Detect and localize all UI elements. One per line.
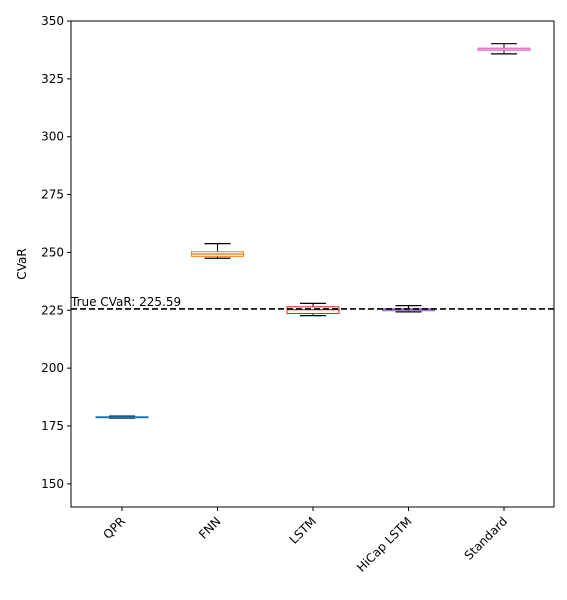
- y-tick-label: 150: [41, 477, 64, 491]
- y-tick-label: 275: [41, 188, 64, 202]
- x-axis-ticks: QPR FNN LSTM HiCap LSTM Standard: [101, 507, 511, 575]
- x-tick-label: FNN: [196, 514, 223, 541]
- x-tick-label: QPR: [101, 514, 129, 542]
- box-series: [95, 43, 531, 419]
- y-tick-label: 325: [41, 72, 64, 86]
- plot-area-frame: [70, 20, 555, 508]
- y-tick-label: 350: [41, 14, 64, 28]
- box-standard: [477, 43, 531, 55]
- y-tick-label: 175: [41, 419, 64, 433]
- box-fnn: [191, 243, 244, 259]
- box-lstm: [286, 302, 340, 317]
- y-tick-label: 250: [41, 245, 64, 259]
- box-qpr: [95, 415, 149, 419]
- y-tick-label: 200: [41, 361, 64, 375]
- y-axis-ticks: 150 175 200 225 250 275 300 325 350: [41, 14, 71, 491]
- x-tick-label: Standard: [462, 514, 511, 563]
- x-tick-label: HiCap LSTM: [354, 514, 414, 574]
- y-tick-label: 300: [41, 130, 64, 144]
- y-tick-label: 225: [41, 303, 64, 317]
- reference-line-label: True CVaR: 225.59: [70, 295, 181, 309]
- y-axis-label: CVaR: [15, 248, 29, 279]
- x-tick-label: LSTM: [287, 514, 320, 547]
